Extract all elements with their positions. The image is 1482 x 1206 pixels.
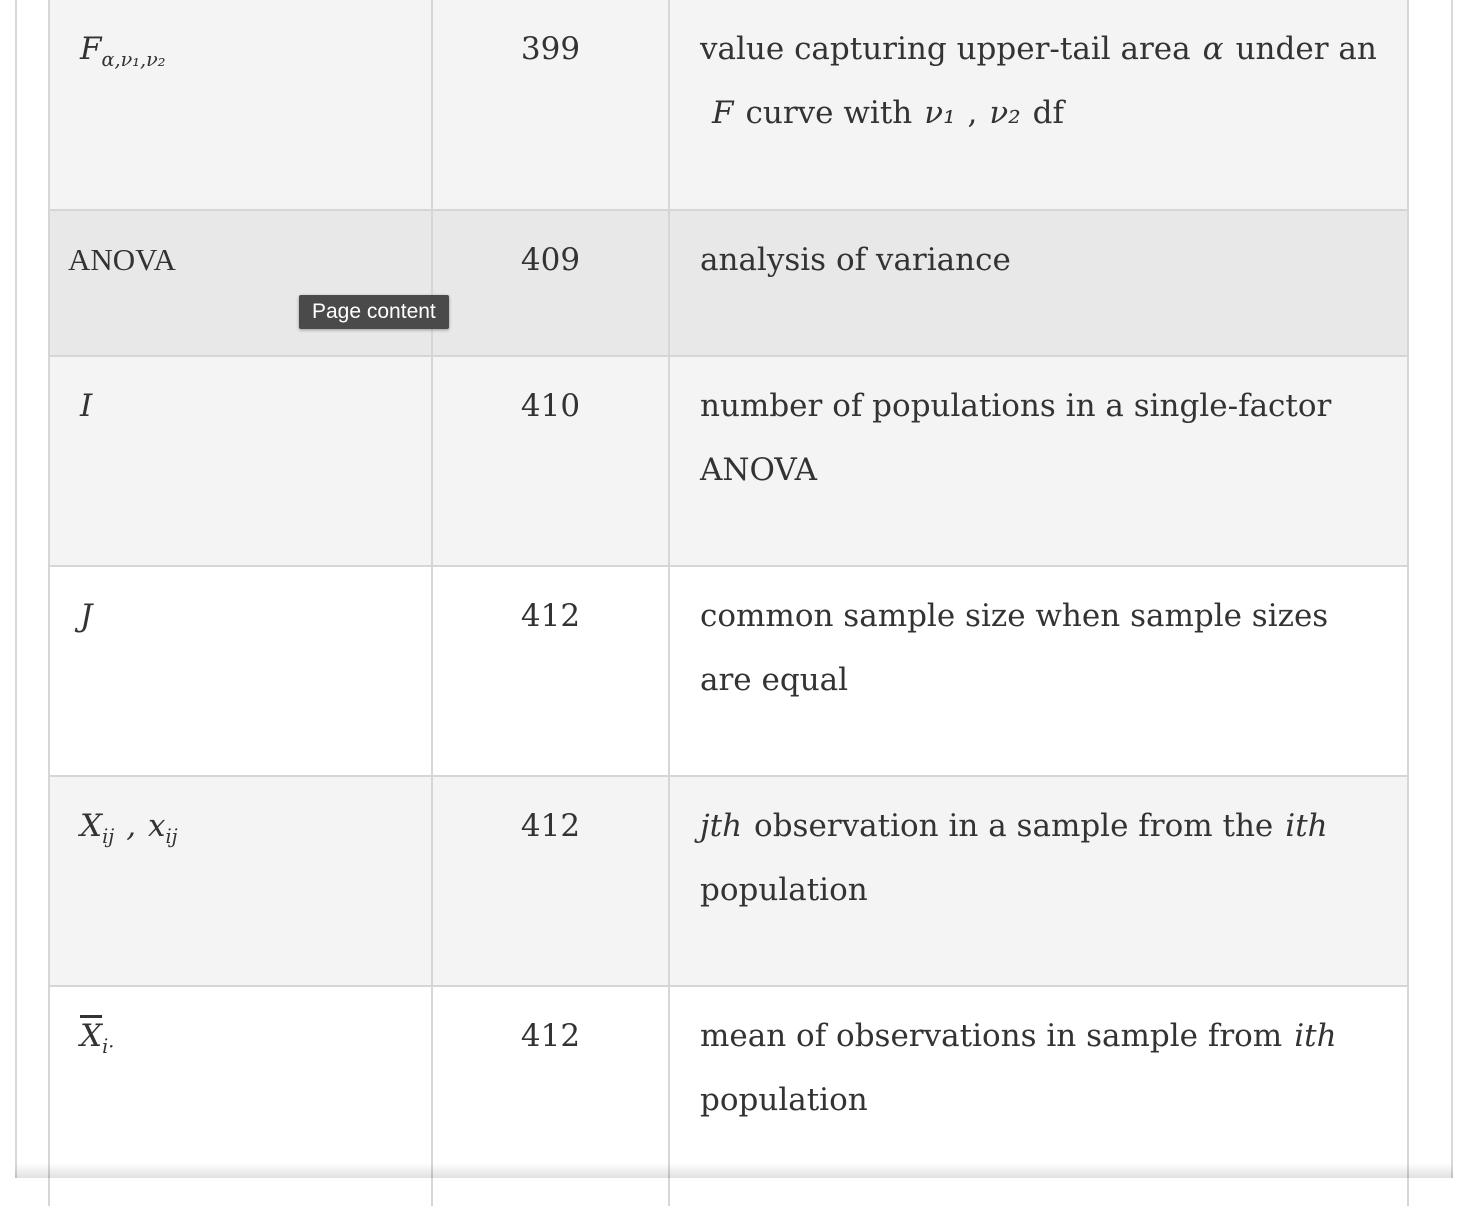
- page-number: 399: [431, 0, 670, 211]
- description-cell: number of populations in a single-factor…: [668, 355, 1409, 567]
- symbol-separator: ,: [126, 808, 137, 844]
- description-cell: common sample size when sample sizes are…: [668, 565, 1409, 777]
- notation-table: Fα,ν₁,ν₂ 399 value capturing upper-tail …: [48, 0, 1409, 1206]
- table-row: J 412 common sample size when sample siz…: [48, 565, 1409, 777]
- page-number: 412: [431, 565, 670, 777]
- symbol-cell: J: [48, 565, 433, 777]
- page-number: 410: [431, 355, 670, 567]
- page-content-tooltip: Page content: [299, 295, 449, 329]
- table-row: ANOVA 409 analysis of variance: [48, 209, 1409, 357]
- description-cell: mean of observations in sample from ith p…: [668, 985, 1409, 1206]
- page-number: 412: [431, 985, 670, 1206]
- page-number: 409: [431, 209, 670, 357]
- desc-text: value capturing upper-tail area: [700, 31, 1191, 67]
- symbol-subscript: ij: [102, 825, 115, 849]
- desc-math: ν₂: [989, 95, 1021, 131]
- desc-math: F: [712, 95, 734, 131]
- desc-math: ith: [1294, 1018, 1337, 1054]
- desc-math: ith: [1285, 808, 1328, 844]
- desc-math: ν₁: [924, 95, 956, 131]
- symbol-subscript: i·: [102, 1035, 115, 1059]
- symbol-cell: Xi·: [48, 985, 433, 1206]
- desc-text: mean of observations in sample from: [700, 1018, 1283, 1054]
- page-number: 412: [431, 775, 670, 987]
- symbol-cell: Fα,ν₁,ν₂: [48, 0, 433, 211]
- table-row: I 410 number of populations in a single-…: [48, 355, 1409, 567]
- content-frame: [15, 0, 1453, 1178]
- desc-math: jth: [700, 808, 743, 844]
- desc-text: population: [700, 1082, 868, 1118]
- desc-text: curve with: [745, 95, 913, 131]
- description-cell: analysis of variance: [668, 209, 1409, 357]
- desc-math: α: [1202, 31, 1224, 67]
- table-row: Xi· 412 mean of observations in sample f…: [48, 985, 1409, 1206]
- symbol: F: [80, 31, 102, 67]
- description-cell: jth observation in a sample from the ith p…: [668, 775, 1409, 987]
- desc-text: observation in a sample from the: [754, 808, 1274, 844]
- symbol-cell: Xij, xij: [48, 775, 433, 987]
- table-row: Xij, xij 412 jth observation in a sample f…: [48, 775, 1409, 987]
- desc-text: ,: [967, 95, 978, 131]
- desc-text: df: [1032, 95, 1064, 131]
- symbol-subscript: ij: [165, 825, 178, 849]
- symbol-subscript: α,ν₁,ν₂: [101, 48, 166, 72]
- table-row: Fα,ν₁,ν₂ 399 value capturing upper-tail …: [48, 0, 1409, 211]
- desc-text: population: [700, 872, 868, 908]
- symbol-cell: ANOVA: [48, 209, 433, 357]
- symbol: X: [80, 808, 103, 844]
- symbol: x: [148, 808, 166, 844]
- symbol-cell: I: [48, 355, 433, 567]
- description-cell: value capturing upper-tail area α under an…: [668, 0, 1409, 211]
- symbol: X: [80, 1018, 103, 1054]
- desc-text: under an: [1235, 31, 1377, 67]
